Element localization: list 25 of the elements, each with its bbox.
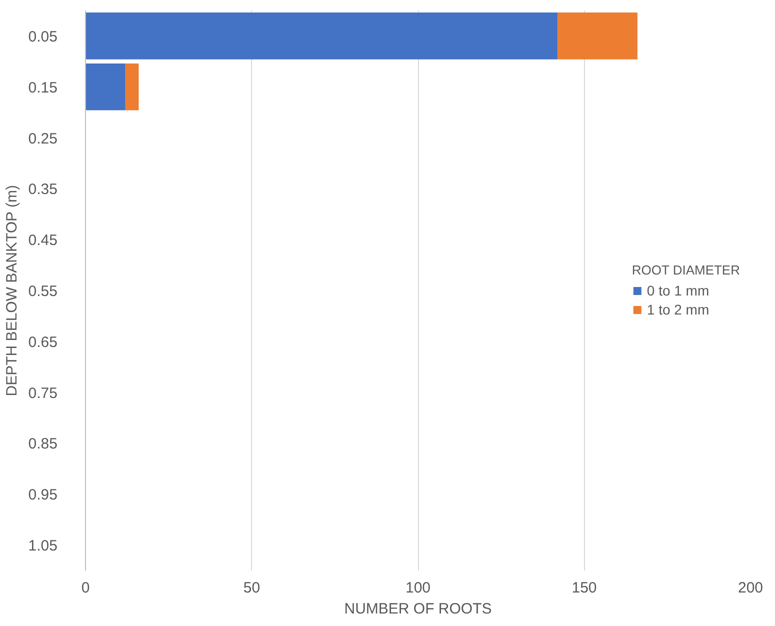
bar xyxy=(86,63,126,110)
y-tick-label: 0.85 xyxy=(28,436,58,453)
x-tick-label: 50 xyxy=(243,580,260,596)
legend-label: 1 to 2 mm xyxy=(646,302,710,318)
y-tick-label: 0.75 xyxy=(28,384,58,402)
x-tick-label: 150 xyxy=(572,580,597,596)
y-tick-label: 0.25 xyxy=(28,130,58,148)
bar xyxy=(86,12,558,60)
y-tick-label: 0.65 xyxy=(28,334,58,351)
y-tick-label: 0.95 xyxy=(28,486,58,504)
y-tick-label: 0.55 xyxy=(28,283,58,300)
y-tick-label: 0.35 xyxy=(28,181,58,198)
legend-title: ROOT DIAMETER xyxy=(632,262,740,278)
y-axis-title: DEPTH BELOW BANKTOP (m) xyxy=(3,185,20,396)
bar xyxy=(558,12,638,60)
bar xyxy=(125,63,139,110)
x-tick-label: 100 xyxy=(405,580,431,596)
y-tick-label: 1.05 xyxy=(28,538,58,555)
x-axis-title: NUMBER OF ROOTS xyxy=(344,600,492,618)
legend-label: 0 to 1 mm xyxy=(646,282,710,298)
y-tick-label: 0.05 xyxy=(28,28,58,46)
x-tick-label: 200 xyxy=(738,580,764,596)
y-tick-label: 0.45 xyxy=(28,232,58,250)
x-tick-label: 0 xyxy=(81,580,90,596)
y-tick-label: 0.15 xyxy=(28,79,58,96)
